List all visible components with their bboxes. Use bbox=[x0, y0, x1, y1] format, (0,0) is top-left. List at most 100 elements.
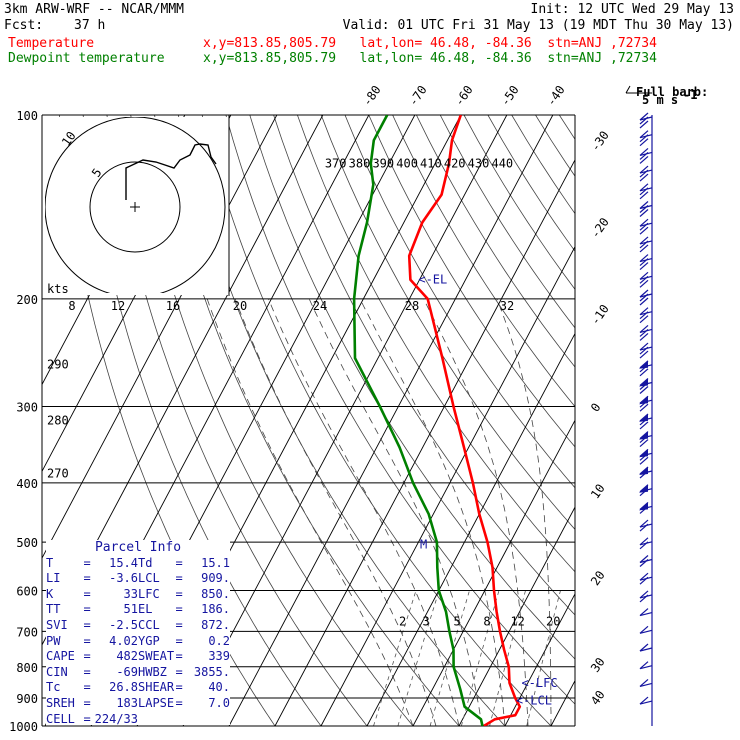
isotherm-label: -40 bbox=[544, 83, 568, 109]
hodograph-trace bbox=[125, 143, 217, 200]
parcel-info-row: SREH = 183 LAPSE = 7.0 bbox=[46, 696, 230, 712]
wind-barb bbox=[639, 431, 653, 448]
pressure-tick-label: 900 bbox=[16, 692, 38, 706]
parcel-info-cell: LFC = 850. bbox=[138, 587, 230, 603]
temperature-station-info: x,y=813.85,805.79 lat,lon= 46.48, -84.36… bbox=[203, 36, 657, 51]
level-annotation: <-EL bbox=[418, 273, 447, 287]
parcel-info-equals: = bbox=[83, 571, 91, 586]
parcel-info-cell: TT = 51 bbox=[46, 602, 138, 618]
isotherm-line bbox=[320, 245, 575, 726]
wind-barb bbox=[639, 501, 653, 514]
wind-barb bbox=[639, 625, 653, 634]
wind-barb bbox=[639, 378, 653, 394]
parcel-info-label: SWEAT bbox=[138, 649, 175, 664]
parcel-info-value: 40. bbox=[208, 680, 230, 695]
parcel-info-cell: EL = 186. bbox=[138, 602, 230, 618]
parcel-info-row: K = 33 LFC = 850. bbox=[46, 587, 230, 603]
theta-label: 400 bbox=[396, 156, 418, 170]
mixing-ratio-line bbox=[397, 590, 440, 726]
wind-barb bbox=[639, 696, 653, 705]
parcel-info-equals: = bbox=[83, 680, 91, 695]
speed-axis-label: 32 bbox=[500, 299, 514, 313]
speed-axis-label: 8 bbox=[68, 299, 75, 313]
mixing-ratio-label: 3 bbox=[422, 614, 429, 628]
moist-adiabat bbox=[423, 298, 529, 726]
parcel-info-cell: T = 15.4 bbox=[46, 556, 138, 572]
parcel-info-value: 183 bbox=[116, 695, 138, 710]
parcel-info-label: CAPE bbox=[46, 649, 75, 664]
parcel-info-label: T bbox=[46, 555, 54, 570]
wind-barb bbox=[639, 218, 653, 235]
dry-adiabat bbox=[273, 115, 575, 616]
parcel-info-row: CIN = -69 HWBZ = 3855. bbox=[46, 665, 230, 681]
level-annotation: <-LFC bbox=[521, 676, 557, 690]
temperature-profile bbox=[407, 115, 522, 726]
parcel-info-cell: K = 33 bbox=[46, 587, 138, 603]
wind-barb bbox=[639, 661, 653, 670]
parcel-info-equals: = bbox=[83, 555, 91, 570]
isotherm-label: -70 bbox=[406, 83, 430, 109]
parcel-info-cell: CIN = -69 bbox=[46, 665, 138, 681]
isotherm-line bbox=[643, 115, 740, 726]
isotherm-line bbox=[228, 115, 554, 726]
isotherm-label: -60 bbox=[452, 83, 476, 109]
parcel-info-value: 15.4 bbox=[109, 555, 138, 570]
dry-adiabat bbox=[225, 115, 575, 705]
dry-adiabat bbox=[511, 115, 575, 215]
parcel-info-label: EL bbox=[138, 602, 153, 617]
isotherm-line bbox=[597, 115, 740, 726]
dry-adiabat bbox=[583, 115, 740, 726]
parcel-info-cell: CCL = 872. bbox=[138, 618, 230, 634]
parcel-info-value: -2.5 bbox=[109, 617, 138, 632]
isotherm-label: 0 bbox=[588, 401, 604, 415]
init-time: Init: 12 UTC Wed 29 May 13 bbox=[530, 2, 735, 17]
parcel-info-value: 7.0 bbox=[208, 695, 230, 710]
parcel-info-label: HWBZ bbox=[138, 664, 167, 679]
speed-axis-label: 20 bbox=[233, 299, 247, 313]
parcel-info-cell: SREH = 183 bbox=[46, 696, 138, 712]
isotherm-label: 40 bbox=[588, 688, 608, 708]
parcel-info-label: SREH bbox=[46, 695, 75, 710]
isotherm-line bbox=[274, 159, 575, 726]
parcel-info-label: CCL bbox=[138, 617, 160, 632]
wind-barb bbox=[639, 271, 653, 288]
wind-barb bbox=[639, 519, 653, 532]
parcel-info-value: 482 bbox=[116, 649, 138, 664]
isotherm-label: -30 bbox=[588, 128, 612, 154]
parcel-info-label: SVI bbox=[46, 617, 68, 632]
parcel-info-equals: = bbox=[83, 633, 91, 648]
parcel-info-row: PW = 4.02 YGP = 0.2 bbox=[46, 634, 230, 650]
speed-axis-label: 16 bbox=[166, 299, 180, 313]
mixing-ratio-line bbox=[526, 590, 561, 726]
isotherm-line bbox=[458, 506, 575, 726]
parcel-info-value: 3855. bbox=[193, 664, 230, 679]
parcel-info-value: 0.2 bbox=[208, 633, 230, 648]
wind-barb bbox=[639, 201, 653, 217]
parcel-info-box: Parcel Info T = 15.4 Td = 15.1 LI = -3.6 LCL = 909.… bbox=[46, 540, 230, 726]
mixing-ratio-line bbox=[373, 590, 417, 726]
wind-barb bbox=[639, 643, 653, 652]
isotherm-label: 20 bbox=[588, 568, 608, 588]
wind-barb bbox=[639, 112, 653, 129]
parcel-info-equals: = bbox=[175, 617, 183, 632]
parcel-info-equals: = bbox=[175, 680, 183, 695]
parcel-info-title: Parcel Info bbox=[94, 540, 182, 555]
parcel-info-value: 909. bbox=[201, 571, 230, 586]
barb-key-exponent: -1 bbox=[683, 88, 697, 102]
speed-axis-label: 24 bbox=[313, 299, 327, 313]
dry-adiabat bbox=[607, 115, 740, 726]
moist-adiabat bbox=[206, 298, 414, 726]
wind-barb bbox=[639, 236, 653, 253]
parcel-info-equals: = bbox=[83, 649, 91, 664]
dry-adiabat bbox=[368, 115, 575, 448]
parcel-info-equals: = bbox=[175, 633, 183, 648]
isotherm-label: -10 bbox=[588, 302, 612, 328]
parcel-info-equals: = bbox=[175, 602, 183, 617]
parcel-info-cell: SVI = -2.5 bbox=[46, 618, 138, 634]
wind-barb bbox=[639, 165, 653, 182]
pressure-tick-label: 600 bbox=[16, 584, 38, 598]
isotherm-label: 30 bbox=[588, 655, 608, 675]
parcel-info-cell: YGP = 0.2 bbox=[138, 634, 230, 650]
hodograph-ring bbox=[45, 117, 226, 293]
pressure-tick-label: 200 bbox=[16, 293, 38, 307]
